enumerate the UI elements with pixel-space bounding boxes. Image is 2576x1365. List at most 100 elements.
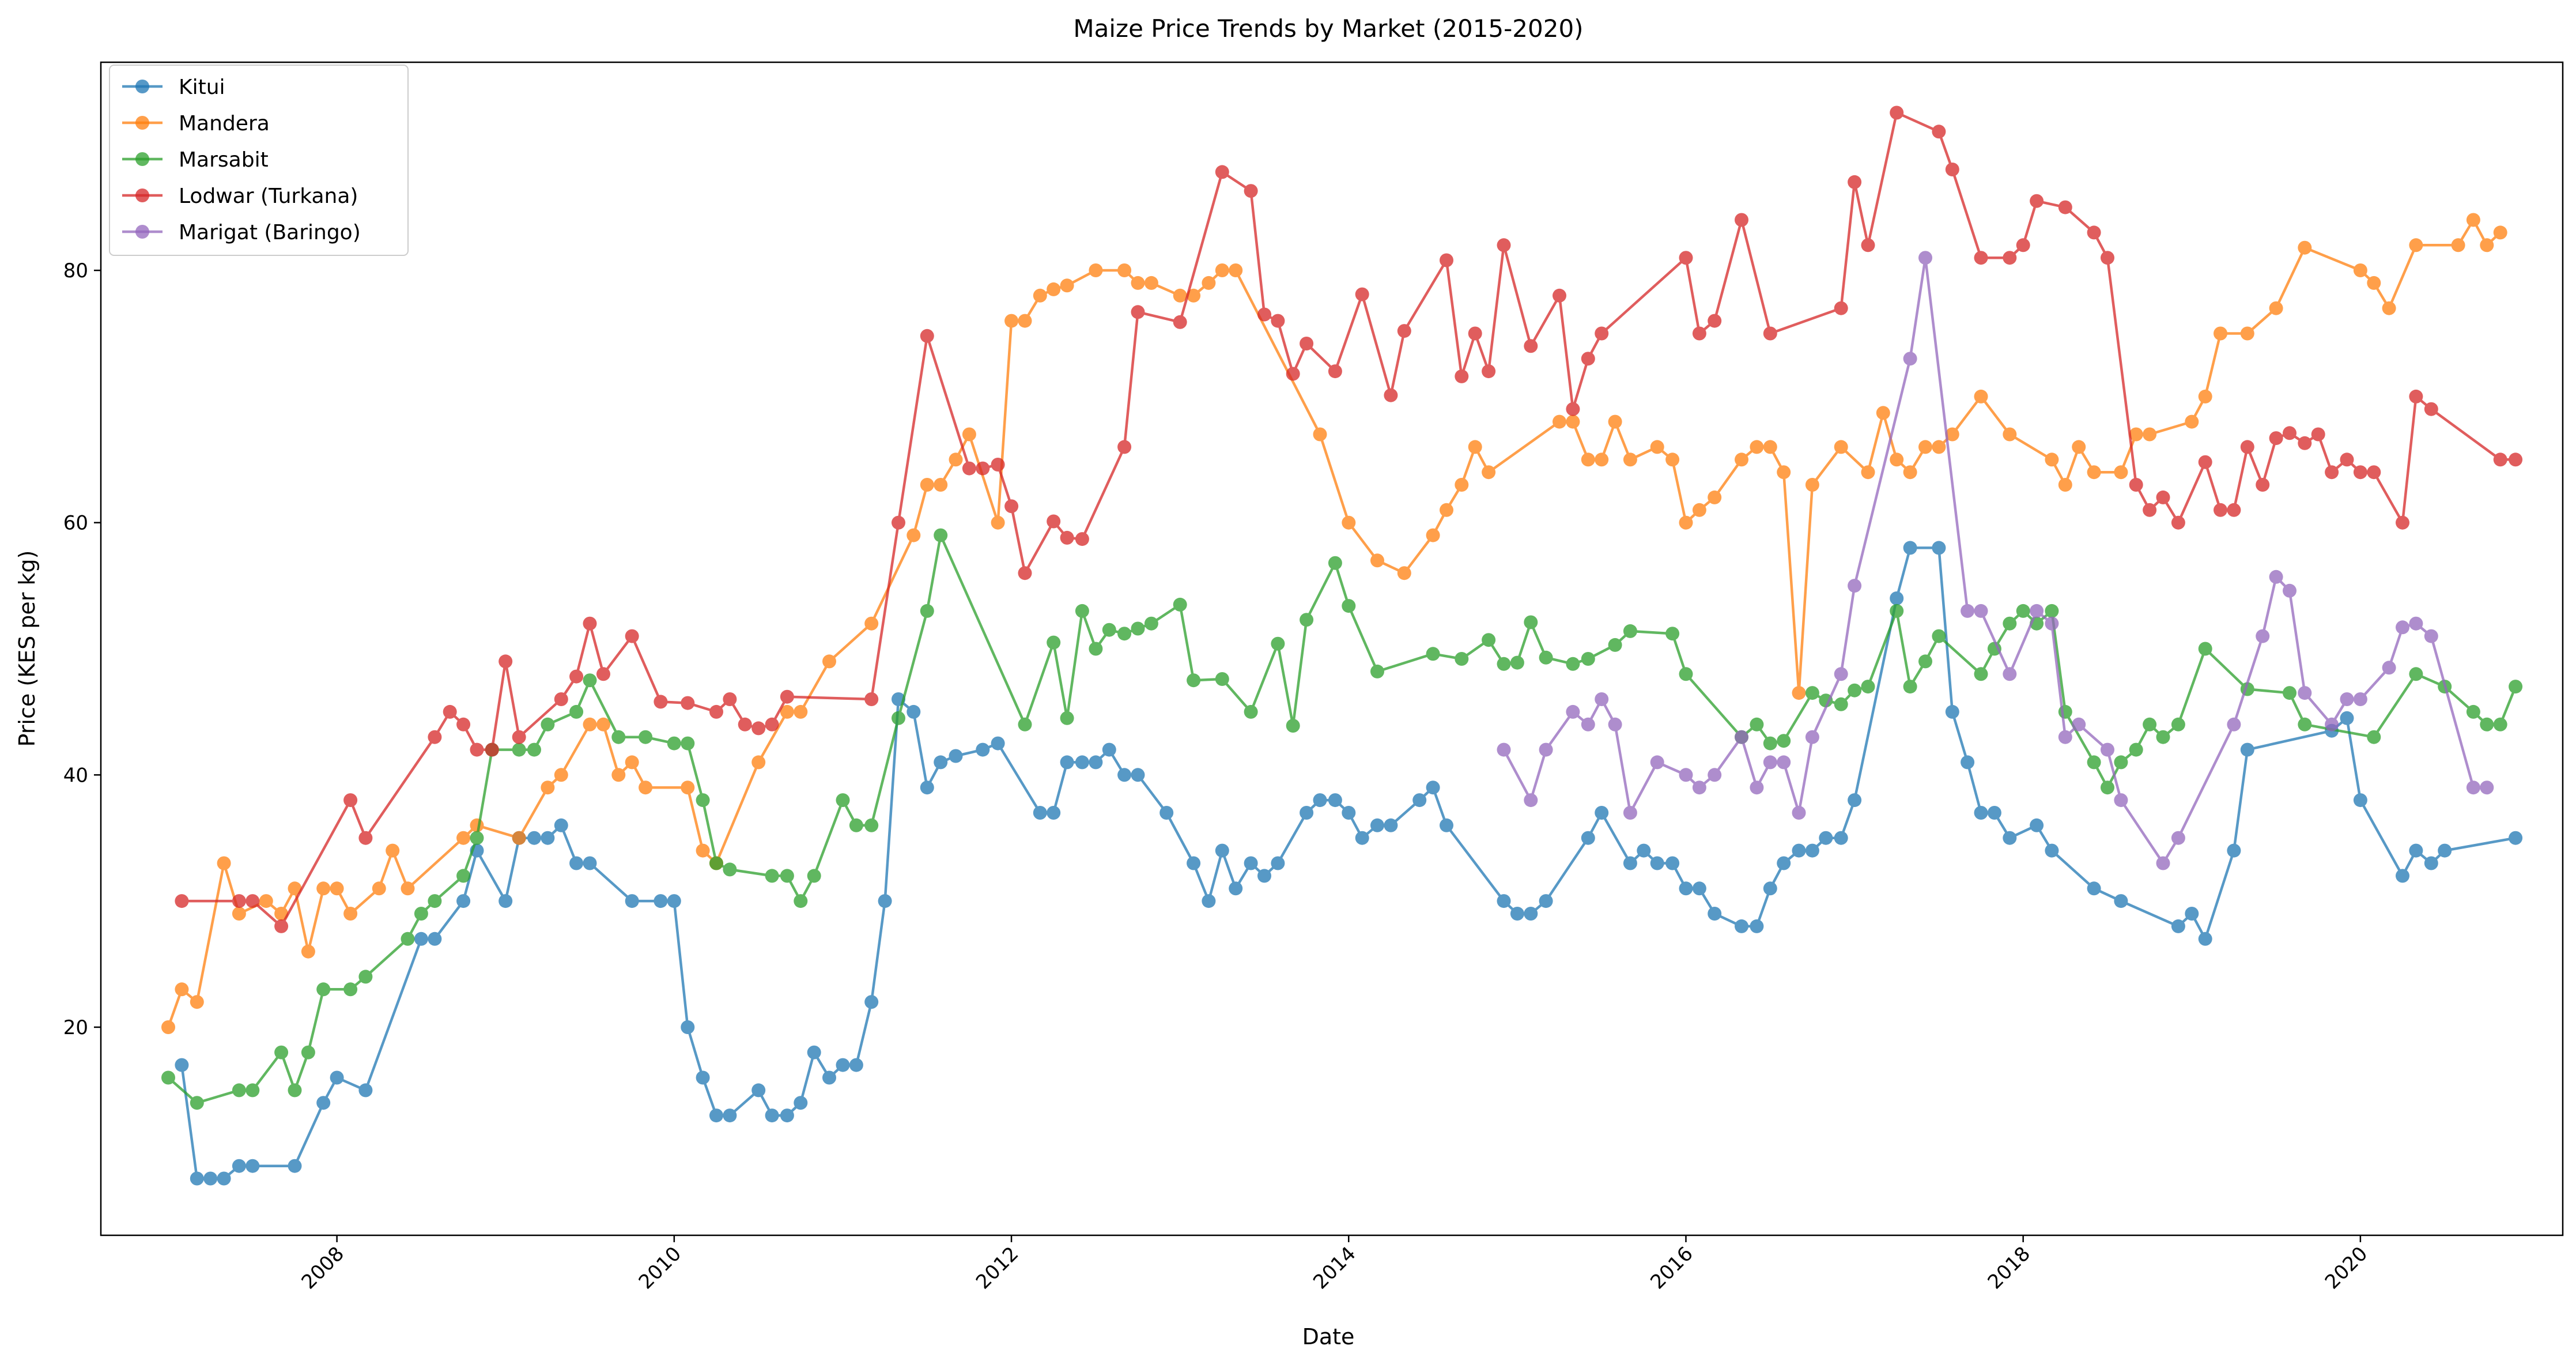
- data-point: [1018, 566, 1032, 580]
- data-point: [1440, 503, 1453, 517]
- legend-item: Marigat (Baringo): [122, 221, 361, 244]
- data-point: [2087, 881, 2101, 896]
- data-point: [1497, 742, 1511, 757]
- data-point: [2114, 465, 2128, 480]
- legend-item: Mandera: [122, 112, 270, 135]
- data-point: [2087, 465, 2101, 480]
- data-point: [245, 894, 260, 908]
- data-point: [1692, 326, 1706, 341]
- data-point: [2030, 604, 2044, 618]
- data-point: [1692, 881, 1706, 896]
- data-point: [288, 1159, 302, 1173]
- data-point: [2227, 843, 2241, 858]
- data-point: [1397, 566, 1411, 580]
- data-point: [1018, 314, 1032, 328]
- data-point: [1566, 414, 1580, 429]
- data-point: [1805, 730, 1819, 744]
- data-point: [1581, 652, 1595, 666]
- data-point: [1384, 388, 1398, 402]
- data-point: [2340, 453, 2354, 467]
- data-point: [583, 673, 597, 688]
- data-point: [667, 736, 681, 751]
- data-point: [1047, 806, 1061, 820]
- data-point: [1300, 806, 1314, 820]
- legend-label: Marsabit: [179, 148, 269, 172]
- data-point: [1426, 647, 1440, 661]
- data-point: [1679, 515, 1693, 530]
- data-point: [583, 856, 597, 870]
- data-point: [1117, 627, 1132, 641]
- data-point: [611, 730, 626, 744]
- data-point: [2409, 843, 2423, 858]
- data-point: [2185, 414, 2199, 429]
- data-point: [1890, 591, 1904, 605]
- data-point: [1848, 175, 1862, 189]
- data-point: [1215, 843, 1229, 858]
- data-point: [681, 1020, 695, 1034]
- legend-label: Kitui: [179, 76, 225, 99]
- data-point: [2198, 455, 2212, 469]
- data-point: [583, 616, 597, 631]
- data-point: [161, 1070, 175, 1085]
- data-point: [2353, 263, 2367, 277]
- data-point: [2509, 680, 2523, 694]
- data-point: [274, 919, 289, 933]
- data-point: [1131, 276, 1145, 290]
- legend-item: Kitui: [122, 76, 225, 99]
- data-point: [1187, 673, 1201, 688]
- data-point: [527, 831, 541, 845]
- data-point: [2030, 818, 2044, 832]
- data-point: [1440, 818, 1453, 832]
- data-point: [1918, 654, 1932, 669]
- data-point: [1553, 288, 1566, 303]
- data-point: [2171, 515, 2185, 530]
- data-point: [1271, 314, 1285, 328]
- data-point: [401, 932, 415, 946]
- data-point: [2198, 642, 2212, 656]
- data-point: [1848, 793, 1862, 808]
- data-point: [569, 856, 584, 870]
- data-point: [2114, 755, 2128, 770]
- data-point: [1595, 326, 1609, 341]
- y-axis: 20 40 60 80: [63, 259, 101, 1039]
- data-point: [1932, 125, 1946, 139]
- data-point: [1650, 755, 1664, 770]
- data-point: [2298, 240, 2312, 255]
- data-point: [639, 730, 653, 744]
- data-point: [2466, 780, 2480, 795]
- data-point: [1777, 755, 1791, 770]
- data-point: [1834, 301, 1848, 315]
- data-point: [1623, 856, 1637, 870]
- data-point: [2325, 717, 2339, 731]
- data-point: [1524, 339, 1538, 353]
- data-point: [1876, 406, 1890, 420]
- data-point: [864, 616, 879, 631]
- data-point: [1961, 604, 1975, 618]
- data-point: [1033, 288, 1047, 303]
- data-point: [2493, 717, 2507, 731]
- data-point: [1792, 843, 1806, 858]
- data-point: [1089, 642, 1103, 656]
- data-point: [1202, 276, 1216, 290]
- data-point: [1750, 440, 1764, 454]
- data-point: [1890, 105, 1904, 120]
- data-point: [217, 856, 231, 870]
- data-point: [1131, 305, 1145, 319]
- data-point: [1271, 856, 1285, 870]
- data-point: [2087, 225, 2101, 240]
- data-point: [2087, 755, 2101, 770]
- legend: Kitui Mandera Marsabit Lodwar (Turkana) Mari…: [109, 65, 409, 256]
- data-point: [1750, 717, 1764, 731]
- data-point: [1679, 251, 1693, 265]
- data-point: [2143, 503, 2157, 517]
- data-point: [1623, 806, 1637, 820]
- data-point: [1848, 683, 1862, 697]
- data-point: [1692, 780, 1706, 795]
- data-point: [1117, 440, 1132, 454]
- data-point: [667, 894, 681, 908]
- data-point: [245, 1159, 260, 1173]
- data-point: [2269, 301, 2283, 315]
- series-3: [175, 105, 2523, 933]
- data-point: [554, 692, 568, 706]
- data-point: [1974, 604, 1988, 618]
